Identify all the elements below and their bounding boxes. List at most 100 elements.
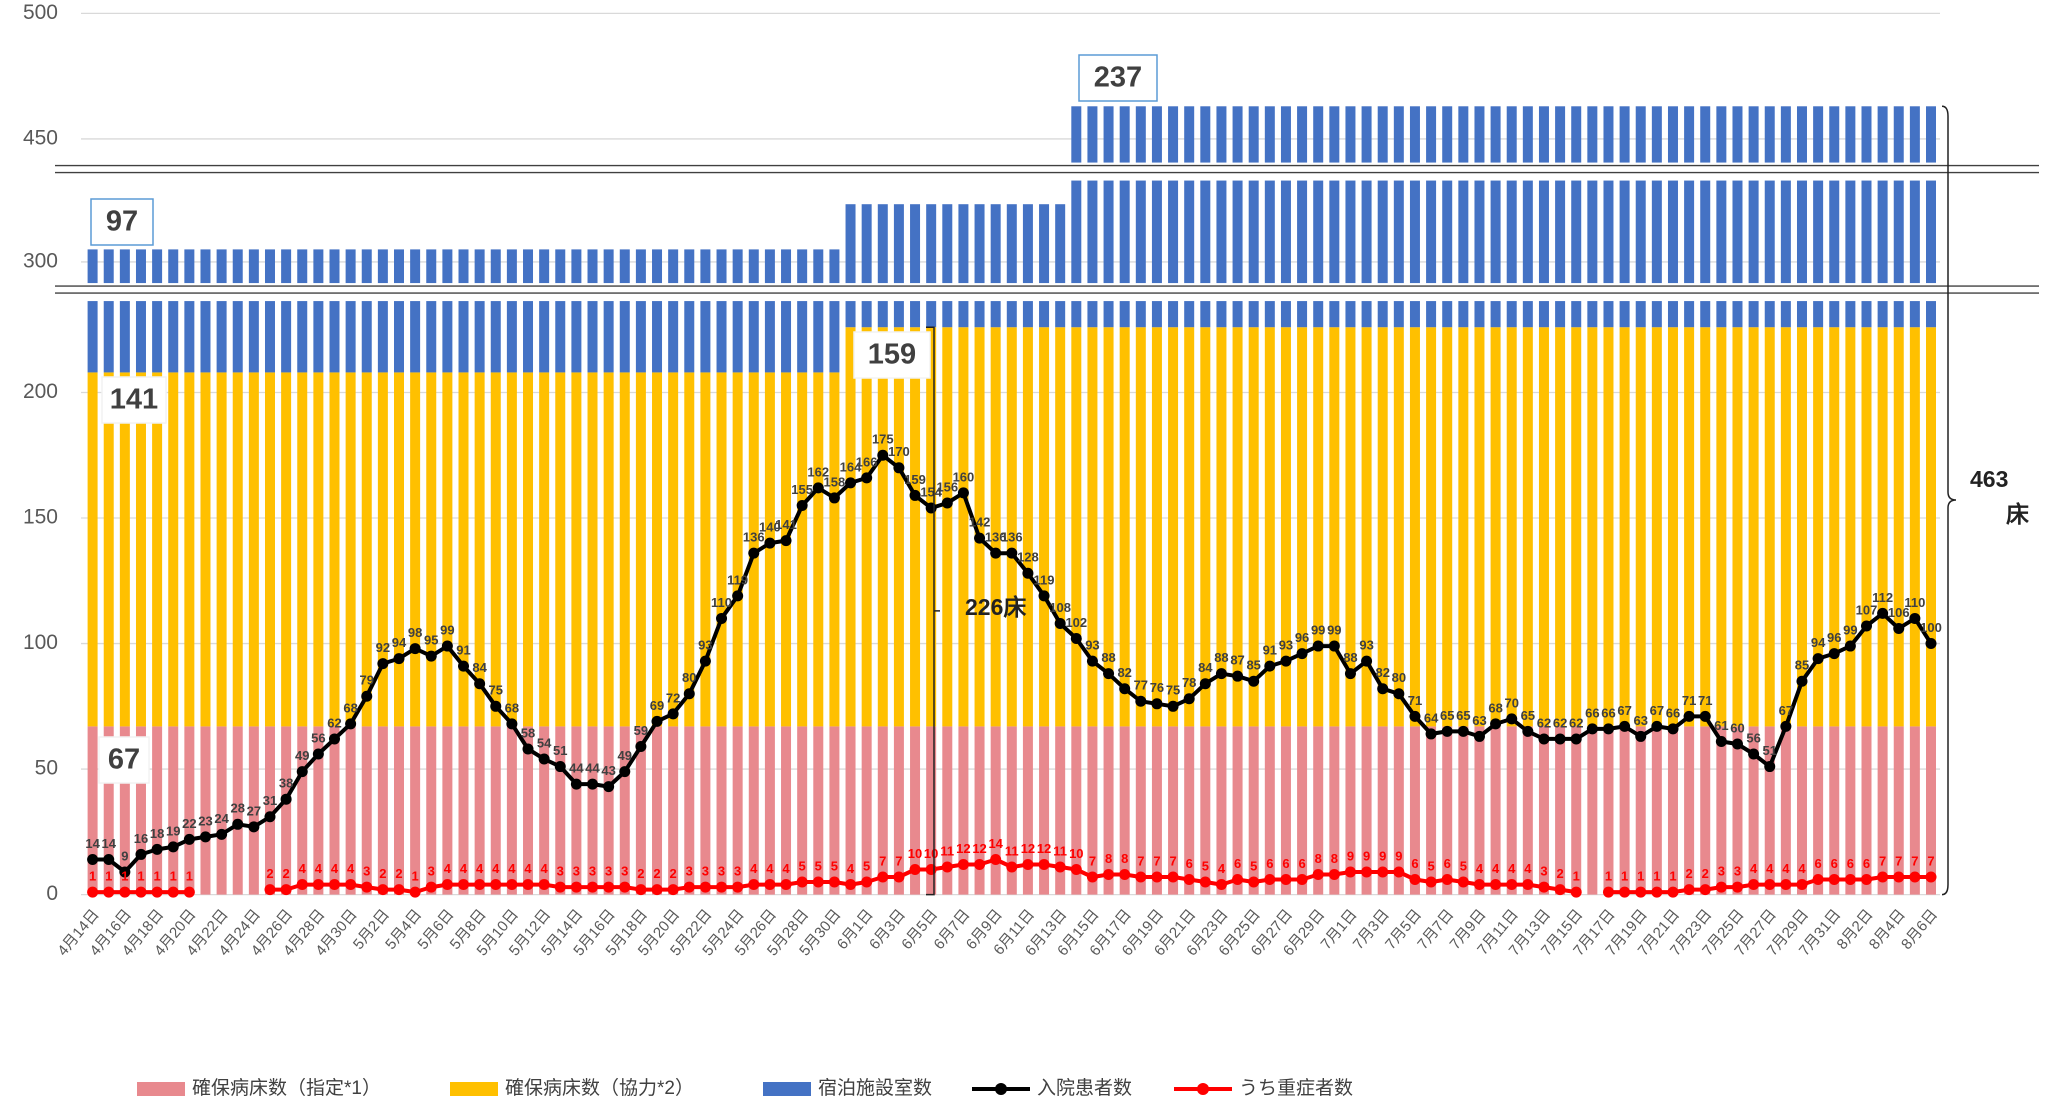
bar-segment [829, 249, 840, 373]
line-marker [683, 688, 695, 700]
line-marker [1925, 638, 1937, 650]
data-label: 1 [137, 869, 144, 884]
data-label: 9 [1395, 848, 1402, 863]
line-marker [1828, 874, 1840, 886]
line-marker [1619, 720, 1631, 732]
line-marker [280, 884, 292, 896]
line-marker [1522, 725, 1534, 737]
bar-segment [1796, 327, 1807, 727]
line-marker [1393, 688, 1405, 700]
line-marker [1409, 710, 1421, 722]
line-marker [1151, 698, 1163, 710]
bar-segment [410, 249, 421, 373]
line-marker [1022, 858, 1034, 870]
legend-swatch [763, 1082, 811, 1096]
data-label: 4 [347, 861, 355, 876]
bar-segment [1813, 726, 1824, 895]
data-label: 71 [1408, 693, 1422, 708]
bar-segment [716, 249, 727, 373]
y-tick-label: 300 [23, 249, 58, 272]
data-label: 6 [1411, 856, 1418, 871]
bar-segment [571, 726, 582, 895]
data-label: 3 [702, 864, 709, 879]
bar-segment [426, 249, 437, 373]
bar-segment [1313, 106, 1324, 328]
data-label: 88 [1214, 650, 1228, 665]
line-marker [1377, 683, 1389, 695]
bar-segment [442, 726, 453, 895]
value-box [1078, 54, 1158, 102]
axis-break-band [55, 162, 2040, 181]
bar-segment [1022, 726, 1033, 895]
bar-segment [781, 726, 792, 895]
bar-segment [861, 204, 872, 328]
data-label: 99 [1843, 622, 1857, 637]
bar-segment [152, 372, 163, 727]
line-marker [490, 700, 502, 712]
data-label: 4 [299, 861, 307, 876]
bar-segment [748, 249, 759, 373]
line-marker [974, 532, 986, 544]
bar-segment [942, 327, 953, 727]
bar-segment [1506, 106, 1517, 328]
line-marker [1490, 879, 1502, 891]
bar-segment [1619, 327, 1630, 727]
bar-segment [1635, 327, 1646, 727]
bar-segment [974, 204, 985, 328]
bar-segment [1780, 106, 1791, 328]
line-marker [554, 761, 566, 773]
axis-break-band [55, 283, 2040, 302]
line-marker [764, 537, 776, 549]
bracket [926, 326, 940, 896]
bar-segment [248, 726, 259, 895]
bar-segment [1877, 106, 1888, 328]
bar-segment [1006, 327, 1017, 727]
data-label: 158 [824, 474, 846, 489]
bar-segment [781, 249, 792, 373]
data-label: 4 [1476, 861, 1484, 876]
line-marker [425, 881, 437, 893]
data-label: 88 [1101, 650, 1115, 665]
line-marker [1248, 675, 1260, 687]
data-label: 1 [153, 869, 160, 884]
bar-segment [1748, 327, 1759, 727]
line-marker [328, 733, 340, 745]
line-marker [87, 886, 99, 898]
line-marker [1490, 718, 1502, 730]
bar-segment [1103, 327, 1114, 727]
bar-segment [845, 327, 856, 727]
line-marker [1635, 730, 1647, 742]
data-label: 2 [395, 866, 402, 881]
bar-segment [1248, 726, 1259, 895]
bar-segment [1006, 726, 1017, 895]
line-marker [458, 660, 470, 672]
bar-segment [764, 726, 775, 895]
line-marker [619, 766, 631, 778]
bar-segment [1926, 726, 1936, 895]
line-marker [1280, 655, 1292, 667]
bar-segment [619, 726, 630, 895]
data-label: 106 [1888, 605, 1910, 620]
data-label: 65 [1440, 708, 1454, 723]
bar-segment [813, 726, 824, 895]
line-marker [103, 886, 115, 898]
bar-segment [1216, 106, 1227, 328]
data-label: 4 [444, 861, 452, 876]
data-label: 112 [1872, 590, 1893, 605]
bar-segment [571, 249, 582, 373]
data-label: 108 [1049, 600, 1071, 615]
data-label: 43 [601, 763, 615, 778]
line-marker [603, 781, 615, 793]
line-marker [296, 879, 308, 891]
bar-segment [345, 249, 356, 373]
line-marker [909, 863, 921, 875]
data-label: 62 [1537, 715, 1551, 730]
value-label: 159 [868, 339, 916, 371]
data-label: 154 [920, 484, 942, 499]
data-label: 5 [1250, 858, 1257, 873]
data-label: 49 [295, 748, 309, 763]
line-marker [1377, 866, 1389, 878]
bar-segment [458, 249, 469, 373]
bar-segment [1216, 327, 1227, 727]
